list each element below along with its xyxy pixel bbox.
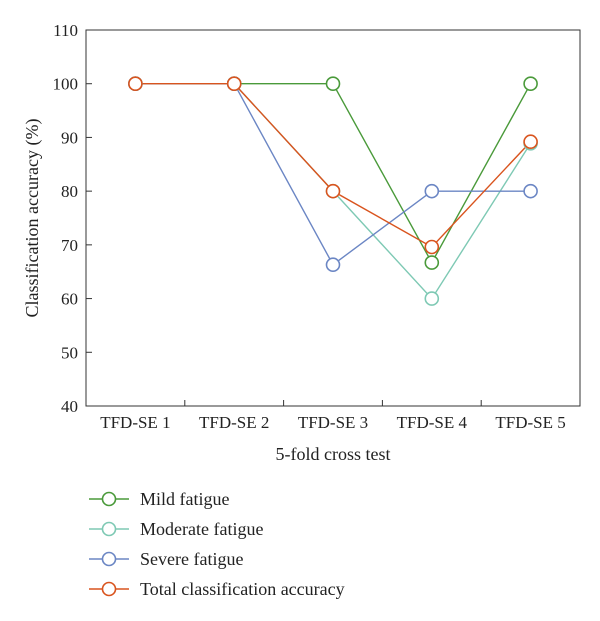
plot-frame — [85, 29, 581, 407]
series-line — [135, 83, 532, 248]
legend-item: Total classification accuracy — [88, 574, 345, 604]
y-tick-label: 100 — [53, 75, 79, 94]
x-tick-label: TFD-SE 4 — [397, 413, 468, 432]
data-point — [128, 76, 143, 92]
series-markers — [128, 76, 538, 306]
data-point — [325, 183, 341, 199]
x-axis: TFD-SE 1 TFD-SE 2 TFD-SE 3 TFD-SE 4 TFD-SE 5 — [100, 400, 566, 432]
data-point — [424, 291, 440, 306]
legend-label: Severe fatigue — [140, 548, 244, 569]
legend-label: Total classification accuracy — [140, 578, 345, 599]
legend-swatch — [89, 521, 129, 537]
y-tick-label: 50 — [61, 343, 78, 362]
data-point — [325, 76, 341, 92]
legend-item: Moderate fatigue — [88, 514, 345, 544]
y-axis: 40 50 60 70 80 90 100 110 — [53, 21, 92, 416]
data-point — [523, 183, 538, 199]
x-tick-label: TFD-SE 2 — [199, 413, 269, 432]
legend-swatch — [89, 551, 129, 567]
data-point — [424, 183, 440, 199]
x-axis-label: 5-fold cross test — [276, 444, 391, 464]
y-tick-label: 110 — [53, 21, 78, 40]
y-tick-label: 80 — [61, 182, 78, 201]
legend-label: Mild fatigue — [140, 488, 230, 509]
data-point — [523, 76, 538, 92]
y-axis-label: Classification accuracy (%) — [22, 119, 43, 318]
legend-swatch — [89, 491, 129, 507]
y-tick-label: 40 — [61, 397, 78, 416]
legend: Mild fatigue Moderate fatigue Severe fatig… — [88, 484, 345, 604]
y-tick-label: 90 — [61, 128, 78, 147]
legend-label: Moderate fatigue — [140, 518, 264, 539]
y-tick-label: 70 — [61, 236, 78, 255]
data-point — [325, 257, 341, 273]
data-point — [424, 255, 440, 270]
legend-item: Severe fatigue — [88, 544, 345, 574]
legend-item: Mild fatigue — [88, 484, 345, 514]
data-point — [226, 76, 242, 92]
x-tick-label: TFD-SE 1 — [100, 413, 170, 432]
data-point — [424, 239, 440, 255]
x-tick-label: TFD-SE 3 — [298, 413, 368, 432]
data-point — [523, 134, 538, 150]
y-tick-label: 60 — [61, 290, 78, 309]
x-tick-label: TFD-SE 5 — [495, 413, 565, 432]
legend-swatch — [89, 581, 129, 597]
